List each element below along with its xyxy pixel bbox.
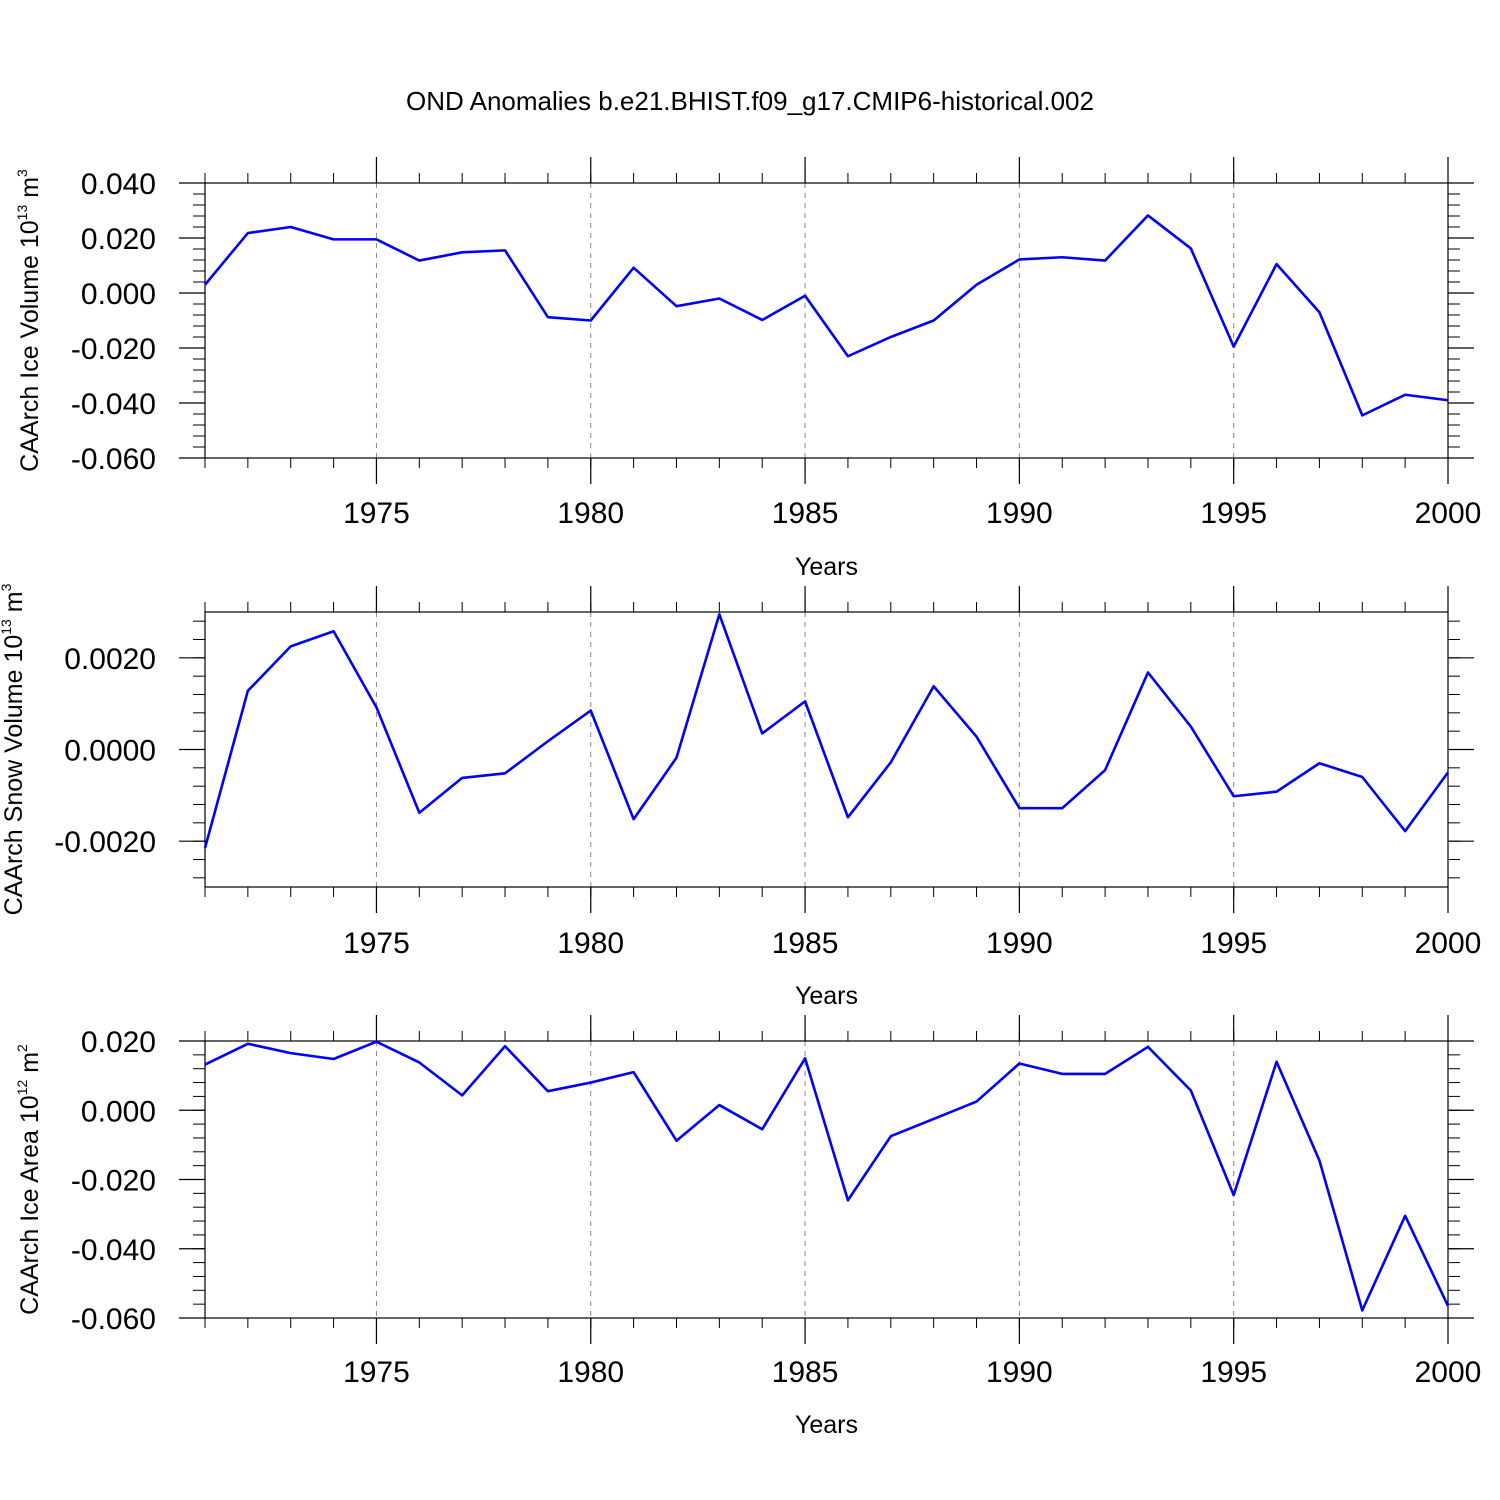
- y-axis-label-exp: 13: [0, 619, 14, 635]
- y-axis-label: CAArch Snow Volume 1013 m3: [0, 583, 28, 915]
- x-tick-label: 1995: [1200, 927, 1267, 960]
- y-axis-label-text: CAArch Ice Volume 10: [16, 220, 44, 472]
- y-tick-label: -0.0020: [54, 826, 156, 859]
- ice-volume-panel: 1975 1980 1985 1990 1995 2000 0.040 0.020 0.000 -…: [14, 157, 1481, 581]
- x-tick-label: 1990: [986, 1356, 1053, 1389]
- series-line: [203, 612, 1450, 849]
- y-axis-label-unit: m: [16, 1052, 44, 1080]
- x-tick-label: 1985: [772, 927, 839, 960]
- y-axis-label: CAArch Ice Area 1012 m2: [14, 1044, 44, 1315]
- y-axis-label: CAArch Ice Volume 1013 m3: [14, 169, 44, 472]
- x-tick-label: 1995: [1200, 497, 1267, 530]
- x-tick-label: 1980: [557, 1356, 624, 1389]
- y-axis-label-unit-exp: 3: [14, 169, 30, 177]
- y-tick-label: -0.060: [71, 443, 156, 476]
- y-tick-label: 0.0020: [64, 643, 156, 676]
- x-tick-label: 1990: [986, 497, 1053, 530]
- x-tick-label: 1985: [772, 497, 839, 530]
- y-tick-label: 0.040: [81, 168, 156, 201]
- x-tick-label: 1975: [343, 927, 410, 960]
- x-tick-label: 2000: [1415, 1356, 1482, 1389]
- y-axis-label-unit-exp: 3: [0, 583, 14, 591]
- chart-title: OND Anomalies b.e21.BHIST.f09_g17.CMIP6-…: [406, 86, 1094, 116]
- y-axis-label-exp: 12: [14, 1080, 30, 1096]
- x-axis-label: Years: [795, 553, 858, 581]
- plot-frame: [204, 1040, 1449, 1319]
- x-tick-label: 1990: [986, 927, 1053, 960]
- y-tick-label: -0.040: [71, 388, 156, 421]
- panels: 1975 1980 1985 1990 1995 2000 0.040 0.020 0.000 -…: [0, 157, 1481, 1439]
- x-tick-label: 1975: [343, 497, 410, 530]
- x-tick-label: 1975: [343, 1356, 410, 1389]
- plot-frame: [204, 611, 1449, 888]
- y-axis-label-unit-exp: 2: [14, 1044, 30, 1052]
- y-tick-label: -0.040: [71, 1234, 156, 1267]
- x-tick-label: 1980: [557, 927, 624, 960]
- y-tick-label: -0.020: [71, 333, 156, 366]
- plot-frame: [204, 182, 1449, 459]
- x-axis-label: Years: [795, 1411, 858, 1439]
- y-axis-label-exp: 13: [14, 205, 30, 221]
- x-tick-label: 2000: [1415, 497, 1482, 530]
- x-tick-label: 1995: [1200, 1356, 1267, 1389]
- y-tick-label: -0.020: [71, 1165, 156, 1198]
- y-axis-label-unit: m: [0, 591, 28, 619]
- series-line: [204, 1040, 1450, 1312]
- y-tick-label: 0.020: [81, 1026, 156, 1059]
- y-tick-label: 0.000: [81, 1095, 156, 1128]
- ice-area-panel: 1975 1980 1985 1990 1995 2000 0.020 0.000 -0.020…: [14, 1015, 1481, 1439]
- x-axis-label: Years: [795, 982, 858, 1010]
- series-line: [203, 214, 1449, 417]
- y-tick-label: 0.000: [81, 278, 156, 311]
- x-tick-label: 2000: [1415, 927, 1482, 960]
- y-tick-label: -0.060: [71, 1303, 156, 1336]
- y-axis-label-unit: m: [16, 177, 44, 205]
- x-tick-label: 1980: [557, 497, 624, 530]
- x-tick-label: 1985: [772, 1356, 839, 1389]
- y-axis-label-text: CAArch Snow Volume 10: [0, 635, 28, 916]
- snow-volume-panel: 1975 1980 1985 1990 1995 2000 0.0020 0.0000 -0.0…: [0, 583, 1481, 1010]
- y-tick-label: 0.0000: [64, 735, 156, 768]
- y-axis-label-text: CAArch Ice Area 10: [16, 1095, 44, 1315]
- y-tick-label: 0.020: [81, 223, 156, 256]
